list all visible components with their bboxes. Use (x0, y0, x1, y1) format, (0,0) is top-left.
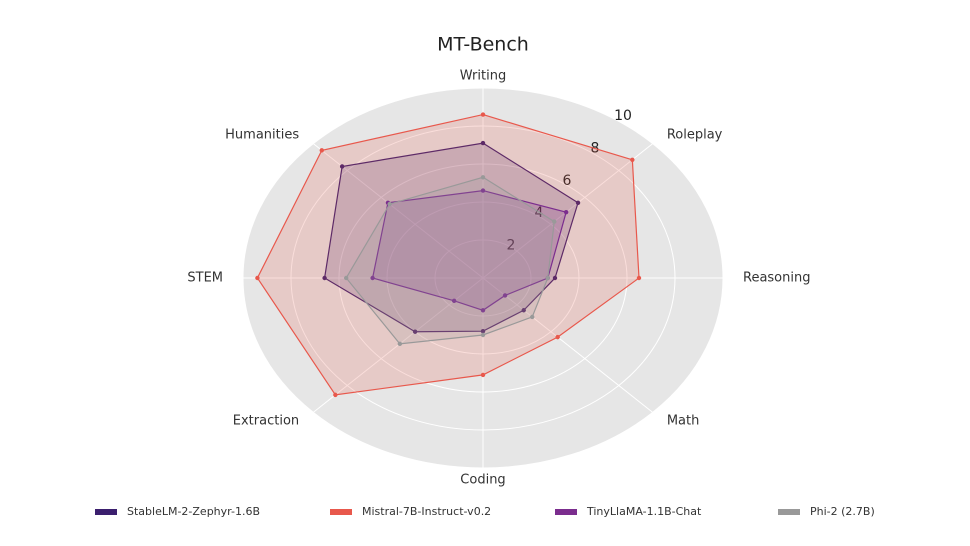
axis-label: STEM (187, 271, 223, 286)
legend-swatch (95, 509, 117, 515)
series-point (480, 175, 486, 180)
axis-label: Roleplay (667, 128, 723, 143)
series-point (370, 275, 375, 281)
series-point (339, 164, 345, 169)
series-point (412, 329, 418, 334)
series-point (630, 157, 635, 162)
legend-label: Mistral-7B-Instruct-v0.2 (362, 505, 491, 518)
r-tick-label: 10 (614, 108, 632, 124)
series-point (555, 334, 560, 340)
legend-label: StableLM-2-Zephyr-1.6B (127, 505, 260, 518)
series-point (480, 372, 486, 378)
series-point (563, 209, 569, 215)
axis-label: Extraction (233, 413, 299, 428)
axis-label: Math (667, 413, 700, 428)
series-point (255, 275, 260, 281)
legend-label: Phi-2 (2.7B) (810, 505, 875, 518)
legend-label: TinyLlaMA-1.1B-Chat (586, 505, 702, 518)
series-point (319, 148, 324, 153)
series-point (333, 392, 338, 398)
series-point (480, 329, 486, 334)
axis-label: Humanities (225, 128, 299, 143)
series-point (502, 293, 508, 298)
legend-swatch (778, 509, 800, 515)
r-tick-label: 6 (563, 173, 572, 189)
series-point (451, 298, 457, 304)
chart-title: MT-Bench (437, 34, 529, 56)
series-point (397, 341, 403, 347)
r-tick-label: 4 (535, 205, 544, 221)
grid-spoke (482, 277, 654, 413)
series-point (322, 275, 327, 281)
legend-swatch (330, 509, 352, 515)
series-point (575, 200, 581, 205)
series-point (552, 219, 557, 224)
series-point (552, 275, 558, 281)
series-point (530, 314, 535, 320)
series-point (480, 112, 486, 117)
axis-label: Reasoning (743, 271, 810, 286)
r-tick-label: 2 (507, 238, 516, 254)
series-point (480, 140, 486, 146)
series-point (480, 188, 486, 193)
axis-label: Writing (460, 69, 506, 84)
series-point (521, 308, 526, 313)
series-point (344, 275, 349, 281)
series-point (480, 332, 486, 338)
series-point (636, 275, 642, 281)
series-point (387, 201, 392, 207)
series-point (545, 275, 550, 281)
series-point (480, 308, 486, 313)
axis-label: Coding (460, 473, 505, 488)
legend-swatch (555, 509, 577, 515)
